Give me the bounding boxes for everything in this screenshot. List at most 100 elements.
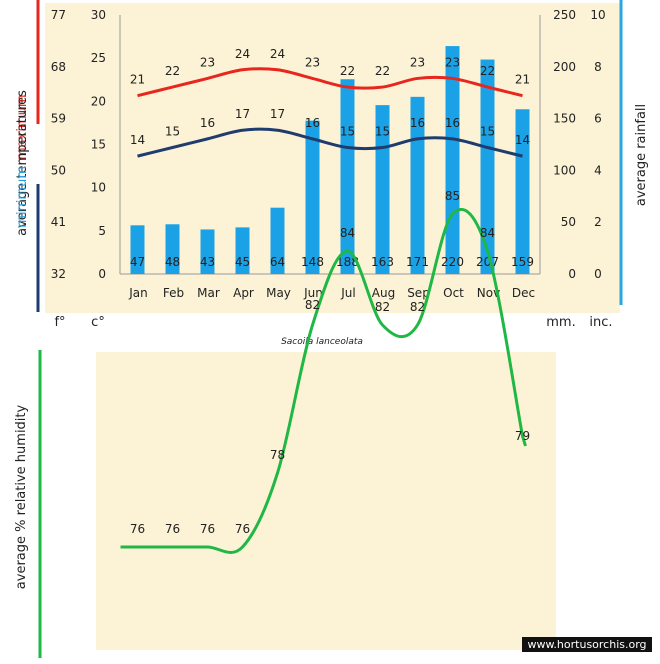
fahrenheit-tick-label: 59 bbox=[51, 112, 66, 126]
bottom-chart-background bbox=[96, 352, 556, 650]
max-temp-label: 23 bbox=[445, 55, 460, 69]
humidity-chart: 76 76 76 76 78 82 84 82 82 85 84 79 bbox=[120, 189, 530, 554]
month-tick-label: Jun bbox=[303, 286, 323, 300]
min-temp-label: 14 bbox=[515, 133, 530, 147]
humidity-value-label: 78 bbox=[270, 448, 285, 462]
fahrenheit-tick-label: 50 bbox=[51, 163, 66, 177]
max-temp-label: 21 bbox=[515, 73, 530, 87]
max-temp-label: 21 bbox=[130, 73, 145, 87]
rainfall-value-label: 171 bbox=[406, 255, 429, 269]
max-temperature-line bbox=[137, 67, 523, 98]
rainfall-value-label: 148 bbox=[301, 255, 324, 269]
watermark: www.hortusorchis.org bbox=[527, 638, 646, 651]
humidity-value-label: 76 bbox=[165, 522, 180, 536]
rainfall-bar bbox=[410, 96, 425, 275]
species-name: Sacoila lanceolata bbox=[281, 337, 363, 347]
rainfall-value-label: 188 bbox=[336, 255, 359, 269]
max-temp-label: 22 bbox=[375, 64, 390, 78]
rainfall-bar bbox=[235, 227, 250, 274]
month-tick-label: Feb bbox=[163, 286, 184, 300]
min-temp-label: 15 bbox=[340, 125, 355, 139]
temperature-lines bbox=[137, 67, 523, 158]
rainfall-value-label: 207 bbox=[476, 255, 499, 269]
min-temp-label: 16 bbox=[445, 116, 460, 130]
average-rainfall-label: average rainfall bbox=[634, 104, 649, 206]
humidity-value-label: 76 bbox=[235, 522, 250, 536]
minimum-label: minimum bbox=[15, 166, 30, 228]
month-tick-label: Jul bbox=[340, 286, 355, 300]
min-temperature-line bbox=[137, 127, 523, 158]
min-temp-label: 15 bbox=[165, 125, 180, 139]
rainfall-bar bbox=[130, 225, 145, 274]
humidity-value-label: 79 bbox=[515, 429, 530, 443]
mm-tick-label: 250 bbox=[553, 8, 576, 22]
celsius-tick-label: 5 bbox=[98, 224, 106, 238]
max-temp-label: 24 bbox=[235, 47, 250, 61]
celsius-tick-label: 20 bbox=[91, 94, 106, 108]
min-temp-label: 16 bbox=[200, 116, 215, 130]
celsius-tick-label: 10 bbox=[91, 181, 106, 195]
min-temp-label: 17 bbox=[235, 107, 250, 121]
rainfall-bar bbox=[480, 59, 495, 274]
max-temp-label: 23 bbox=[410, 55, 425, 69]
average-temperatures-label: average temperatures bbox=[15, 90, 30, 236]
rainfall-value-label: 64 bbox=[270, 255, 285, 269]
mm-tick-label: 50 bbox=[561, 215, 576, 229]
rainfall-bar bbox=[515, 109, 530, 274]
rainfall-bar bbox=[270, 207, 285, 274]
humidity-axis-label: average % relative humidity bbox=[14, 404, 29, 589]
month-tick-label: Aug bbox=[372, 286, 395, 300]
max-temp-label: 24 bbox=[270, 47, 285, 61]
data-labels: 21 22 23 24 24 23 22 22 23 23 22 21 14 15 16 17 17 16 15 15… bbox=[130, 47, 534, 269]
rainfall-bar bbox=[340, 79, 355, 275]
humidity-value-label: 76 bbox=[130, 522, 145, 536]
celsius-tick-label: 0 bbox=[98, 267, 106, 281]
rainfall-bar bbox=[165, 224, 180, 274]
humidity-value-label: 76 bbox=[200, 522, 215, 536]
rainfall-bar bbox=[200, 229, 215, 274]
max-temp-label: 23 bbox=[305, 55, 320, 69]
mm-tick-label: 200 bbox=[553, 60, 576, 74]
humidity-value-label: 85 bbox=[445, 189, 460, 203]
inch-tick-label: 10 bbox=[590, 8, 605, 22]
max-temp-label: 22 bbox=[480, 64, 495, 78]
month-tick-label: Jan bbox=[128, 286, 148, 300]
fahrenheit-unit-label: f° bbox=[54, 315, 65, 330]
rainfall-value-label: 220 bbox=[441, 255, 464, 269]
humidity-value-label: 82 bbox=[375, 300, 390, 314]
mm-tick-label: 0 bbox=[568, 267, 576, 281]
rainfall-bar bbox=[305, 120, 320, 274]
month-tick-label: Oct bbox=[443, 286, 464, 300]
month-tick-label: Mar bbox=[197, 286, 220, 300]
max-temp-label: 23 bbox=[200, 55, 215, 69]
fahrenheit-tick-label: 32 bbox=[51, 267, 66, 281]
month-tick-label: Apr bbox=[233, 286, 254, 300]
min-temp-label: 16 bbox=[305, 116, 320, 130]
month-tick-label: May bbox=[266, 286, 291, 300]
mm-tick-label: 100 bbox=[553, 163, 576, 177]
inch-tick-label: 8 bbox=[594, 60, 602, 74]
inch-tick-label: 6 bbox=[594, 112, 602, 126]
rainfall-value-label: 43 bbox=[200, 255, 215, 269]
fahrenheit-tick-label: 68 bbox=[51, 60, 66, 74]
mm-unit-label: mm. bbox=[546, 315, 575, 330]
humidity-value-label: 84 bbox=[340, 226, 355, 240]
inch-tick-label: 0 bbox=[594, 267, 602, 281]
rainfall-value-label: 163 bbox=[371, 255, 394, 269]
celsius-tick-label: 15 bbox=[91, 138, 106, 152]
max-temp-label: 22 bbox=[165, 64, 180, 78]
min-temp-label: 14 bbox=[130, 133, 145, 147]
month-tick-label: Dec bbox=[512, 286, 535, 300]
humidity-value-label: 82 bbox=[410, 300, 425, 314]
humidity-value-label: 84 bbox=[480, 226, 495, 240]
celsius-tick-label: 30 bbox=[91, 8, 106, 22]
inch-tick-label: 4 bbox=[594, 163, 602, 177]
min-temp-label: 15 bbox=[480, 125, 495, 139]
rainfall-value-label: 45 bbox=[235, 255, 250, 269]
axis-ticks: 0510152025303241505968770501001502002500… bbox=[51, 8, 606, 300]
inch-unit-label: inc. bbox=[589, 315, 612, 330]
fahrenheit-tick-label: 41 bbox=[51, 215, 66, 229]
maximum-label: maximum bbox=[15, 94, 30, 160]
